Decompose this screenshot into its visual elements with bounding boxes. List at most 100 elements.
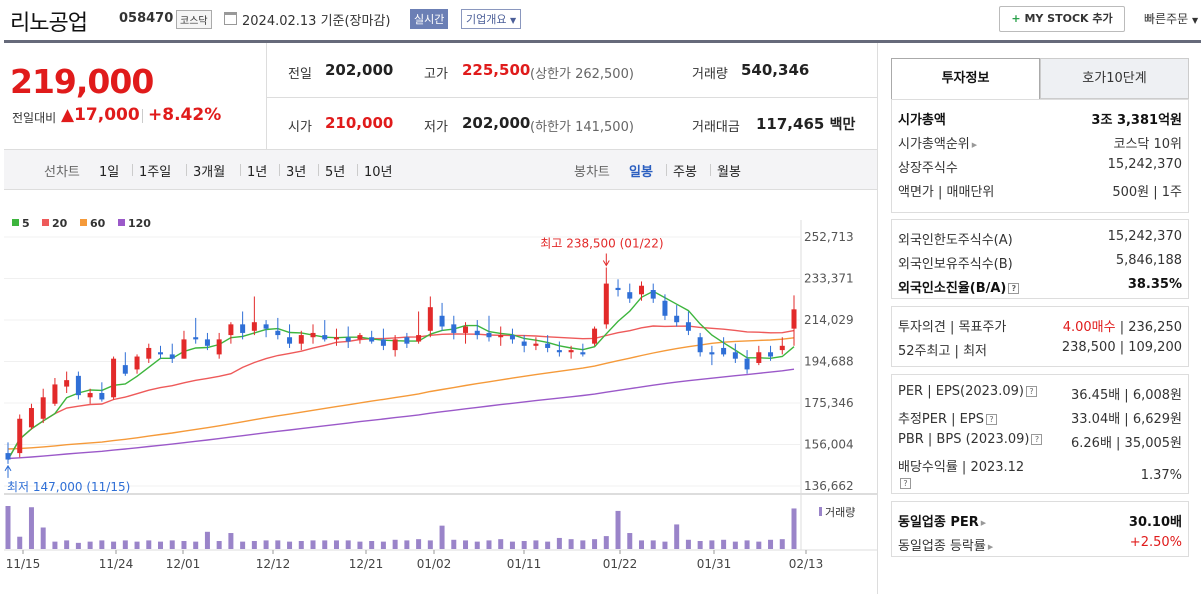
volume-bar bbox=[650, 540, 656, 549]
volume-bar bbox=[779, 539, 785, 549]
help-icon[interactable]: ? bbox=[985, 414, 997, 425]
info-value-text: 30.10배 bbox=[1128, 515, 1182, 530]
x-tick-label: 01/02 bbox=[417, 557, 452, 571]
candle-body bbox=[322, 335, 328, 340]
candle-body bbox=[685, 322, 691, 331]
info-row: 외국인한도주식수(A) 15,242,370 bbox=[898, 229, 1182, 251]
info-label: 투자의견 | 목표주가 bbox=[898, 320, 1007, 335]
range-separator bbox=[240, 164, 241, 176]
candle-body bbox=[427, 307, 433, 331]
info-value: 38.35% bbox=[1128, 277, 1182, 292]
stock-chart[interactable]: 252,713 233,371 214,029 194,688 175,346 156,0… bbox=[4, 190, 877, 594]
candle-body bbox=[298, 335, 304, 344]
volume-bar bbox=[357, 541, 363, 549]
info-row: 외국인보유주식수(B) 5,846,188 bbox=[898, 253, 1182, 275]
y-tick-label: 252,713 bbox=[804, 230, 854, 244]
volume-bar bbox=[122, 540, 128, 549]
info-label: 상장주식수 bbox=[898, 161, 958, 176]
legend-swatch bbox=[118, 219, 125, 226]
range-3m[interactable]: 3개월 bbox=[193, 165, 226, 180]
help-icon[interactable]: ? bbox=[900, 478, 911, 489]
volume-bar bbox=[463, 540, 469, 549]
chevron-right-icon[interactable]: ▶ bbox=[971, 140, 978, 149]
base-date: 2024.02.13 기준(장마감) bbox=[242, 14, 391, 29]
high-value: 225,500 bbox=[462, 61, 531, 79]
candle-body bbox=[721, 347, 727, 355]
candle-body bbox=[509, 335, 515, 340]
legend-label: 20 bbox=[52, 217, 68, 230]
info-section: 시가총액 3조 3,381억원 시가총액순위 ▶ 코스닥 10위 상장주식수 15,242,… bbox=[891, 99, 1189, 213]
range-3y[interactable]: 3년 bbox=[286, 165, 307, 180]
tab-orderbook[interactable]: 호가10단계 bbox=[1040, 58, 1189, 99]
candle-body bbox=[111, 358, 117, 398]
chevron-right-icon[interactable]: ▶ bbox=[980, 518, 987, 527]
x-tick-label: 12/12 bbox=[256, 557, 291, 571]
candle-body bbox=[99, 393, 105, 400]
info-value-text: 3조 3,381억원 bbox=[1091, 113, 1182, 128]
range-separator bbox=[710, 164, 711, 176]
info-section: 외국인한도주식수(A) 15,242,370 외국인보유주식수(B) 5,846,18… bbox=[891, 219, 1189, 299]
help-icon[interactable]: ? bbox=[1008, 283, 1020, 294]
right-panel-divider bbox=[877, 43, 878, 594]
x-tick-label: 11/24 bbox=[99, 557, 134, 571]
candle-body bbox=[556, 350, 562, 353]
volume-bar bbox=[146, 540, 152, 549]
change-separator bbox=[142, 109, 143, 123]
range-10y[interactable]: 10년 bbox=[364, 165, 393, 180]
candle-body bbox=[5, 453, 11, 460]
change-label: 전일대비 bbox=[12, 111, 57, 125]
candle-body bbox=[40, 397, 46, 419]
candle-body bbox=[768, 352, 774, 357]
range-1d[interactable]: 1일 bbox=[99, 165, 120, 180]
range-1y[interactable]: 1년 bbox=[247, 165, 268, 180]
candle-body bbox=[369, 337, 375, 342]
info-label: PBR | BPS (2023.09)? bbox=[898, 432, 1043, 447]
info-value: 30.10배 bbox=[1129, 511, 1182, 530]
volume-bar bbox=[322, 540, 328, 549]
volume-bar bbox=[333, 540, 339, 549]
volume-bar bbox=[416, 539, 422, 549]
volume-bar bbox=[709, 540, 715, 549]
help-icon[interactable]: ? bbox=[1031, 434, 1043, 445]
help-icon[interactable]: ? bbox=[1025, 386, 1037, 397]
realtime-button[interactable]: 실시간 bbox=[410, 9, 449, 29]
volume-bar bbox=[580, 540, 586, 549]
info-value: 코스닥 10위 bbox=[1113, 133, 1182, 152]
candle-weekly[interactable]: 주봉 bbox=[673, 165, 697, 180]
candle-body bbox=[697, 337, 703, 353]
info-section: 투자의견 | 목표주가 4.00매수 | 236,250 52주최고 | 최저 238… bbox=[891, 306, 1189, 367]
info-value-highlight: 4.00매수 bbox=[1062, 320, 1116, 335]
candle-body bbox=[169, 354, 175, 359]
info-value: 15,242,370 bbox=[1108, 157, 1182, 172]
candle-body bbox=[146, 347, 152, 359]
volume-bar bbox=[697, 541, 703, 549]
range-5y[interactable]: 5년 bbox=[325, 165, 346, 180]
info-row: 투자의견 | 목표주가 4.00매수 | 236,250 bbox=[898, 316, 1182, 338]
min-arrow-head bbox=[4, 464, 12, 472]
volume-bar bbox=[721, 539, 727, 549]
my-stock-add-button[interactable]: + MY STOCK 추가 bbox=[999, 6, 1125, 32]
candle-body bbox=[756, 352, 762, 363]
volume-bar bbox=[486, 540, 492, 549]
tab-investment-info[interactable]: 투자정보 bbox=[891, 58, 1040, 99]
candle-body bbox=[486, 332, 492, 338]
volume-bar bbox=[474, 541, 480, 549]
company-overview-dropdown[interactable]: 기업개요 ▼ bbox=[461, 9, 522, 29]
info-row: 동일업종 PER ▶ 30.10배 bbox=[898, 511, 1182, 533]
info-label: PER | EPS(2023.09)? bbox=[898, 384, 1037, 399]
stock-code: 058470 bbox=[119, 11, 174, 26]
volume-bar bbox=[228, 533, 234, 549]
lower-limit: (하한가 141,500) bbox=[530, 120, 634, 135]
candle-monthly[interactable]: 월봉 bbox=[717, 165, 741, 180]
info-row: 상장주식수 15,242,370 bbox=[898, 157, 1182, 179]
open-label: 시가 bbox=[288, 120, 312, 135]
candle-daily[interactable]: 일봉 bbox=[629, 165, 653, 180]
volume-legend-swatch bbox=[819, 507, 822, 516]
candle-body bbox=[545, 343, 551, 348]
volume-bar bbox=[756, 541, 762, 549]
chevron-right-icon[interactable]: ▶ bbox=[987, 542, 994, 551]
range-1w[interactable]: 1주일 bbox=[139, 165, 172, 180]
range-separator bbox=[318, 164, 319, 176]
info-value-highlight: +2.50% bbox=[1129, 535, 1182, 550]
quick-order-button[interactable]: 빠른주문 ▼ bbox=[1144, 10, 1198, 27]
